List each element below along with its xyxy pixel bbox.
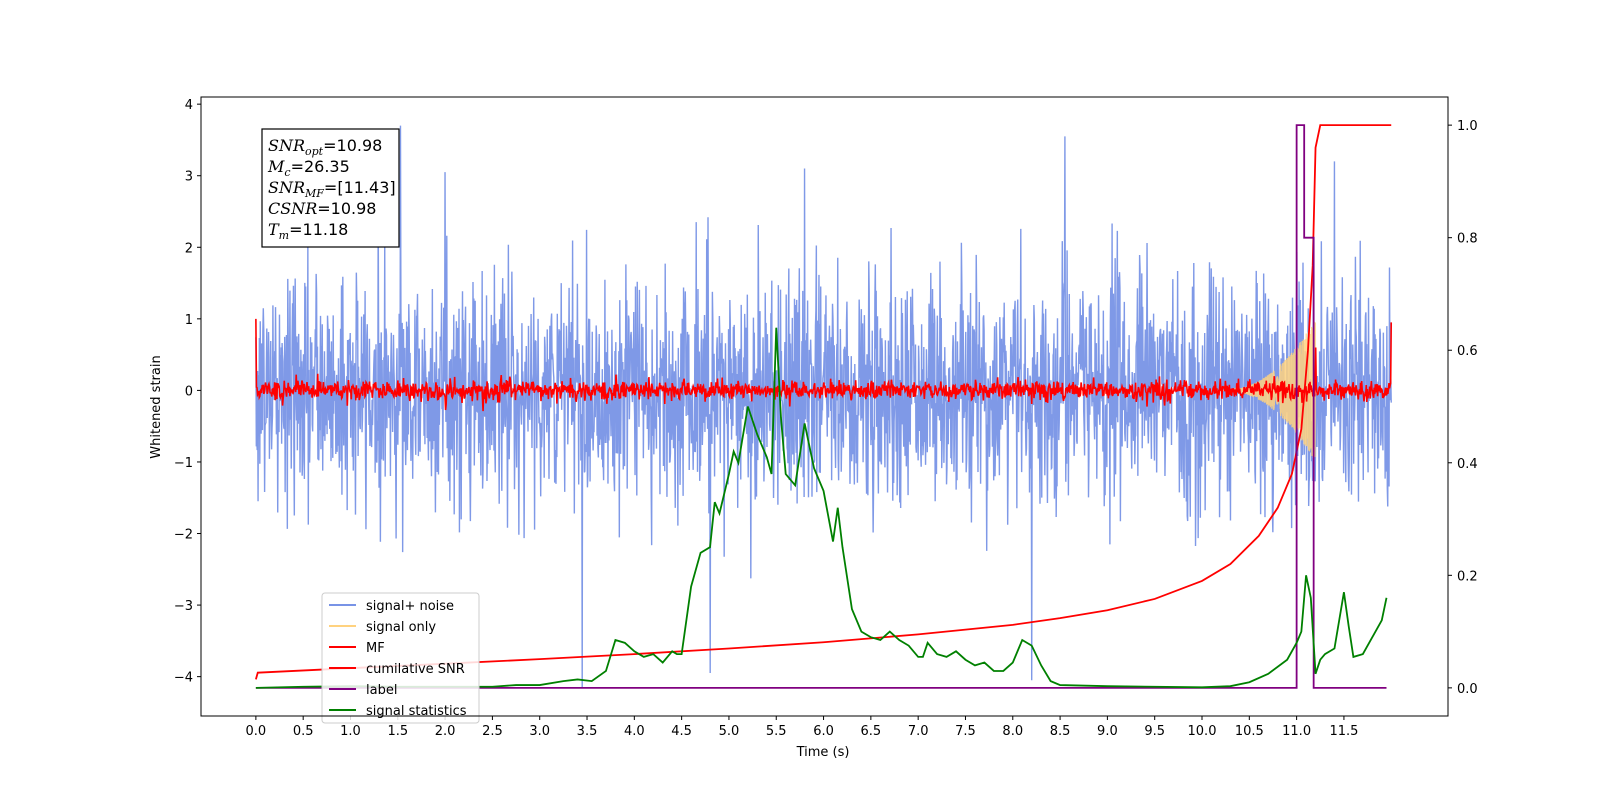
x-tick-label: 1.0 xyxy=(340,724,361,739)
x-tick-label: 9.5 xyxy=(1144,724,1165,739)
y-tick-label-left: −1 xyxy=(174,456,193,471)
annotation-value: =26.35 xyxy=(291,157,350,176)
x-tick-label: 8.5 xyxy=(1050,724,1071,739)
annotation-line: CSNR=10.98 xyxy=(268,199,376,218)
x-tick-label: 3.0 xyxy=(529,724,550,739)
series-signal-statistics xyxy=(255,327,1388,689)
x-tick-label: 1.5 xyxy=(387,724,408,739)
y-tick-label-left: −3 xyxy=(174,599,193,614)
legend-label: signal+ noise xyxy=(366,599,454,614)
annotation-line: SNRMF=[11.43] xyxy=(268,178,396,200)
legend-label: signal only xyxy=(366,620,436,635)
y-tick-label-right: 0.0 xyxy=(1457,682,1478,697)
x-tick-label: 0.5 xyxy=(293,724,314,739)
x-axis-label: Time (s) xyxy=(796,745,850,760)
x-tick-label: 11.0 xyxy=(1282,724,1311,739)
x-tick-label: 10.5 xyxy=(1235,724,1264,739)
x-tick-label: 6.5 xyxy=(861,724,882,739)
y-tick-label-right: 0.4 xyxy=(1457,457,1478,472)
annotation-value: =10.98 xyxy=(323,136,382,155)
annotation-subscript: MF xyxy=(304,187,324,200)
annotation-subscript: opt xyxy=(305,145,324,158)
legend-label: cumilative SNR xyxy=(366,662,465,677)
annotation-subscript: m xyxy=(279,229,289,242)
x-tick-label: 0.0 xyxy=(246,724,267,739)
x-tick-label: 4.5 xyxy=(671,724,692,739)
y-tick-label-right: 0.8 xyxy=(1457,232,1478,247)
annotation-line: Tm=11.18 xyxy=(268,220,348,242)
x-tick-label: 3.5 xyxy=(577,724,598,739)
x-tick-label: 8.0 xyxy=(1002,724,1023,739)
y-tick-label-left: 4 xyxy=(185,98,193,113)
plot-frame xyxy=(200,96,1449,717)
x-tick-label: 9.0 xyxy=(1097,724,1118,739)
right-y-axis: 1.0 0.8 0.6 0.4 0.2 0.0 xyxy=(1448,119,1478,697)
x-tick-label: 6.0 xyxy=(813,724,834,739)
y-tick-label-left: 3 xyxy=(185,170,193,185)
y-tick-label-left: −4 xyxy=(174,671,193,686)
series-mf xyxy=(255,318,1393,412)
y-tick-label-right: 0.2 xyxy=(1457,569,1478,584)
y-tick-label-right: 1.0 xyxy=(1457,119,1478,134)
x-tick-label: 5.0 xyxy=(719,724,740,739)
y-tick-label-left: −2 xyxy=(174,528,193,543)
y-tick-label-left: 2 xyxy=(185,241,193,256)
plot-area xyxy=(255,124,1393,689)
x-tick-label: 7.0 xyxy=(908,724,929,739)
annotation-symbol: M xyxy=(267,157,285,176)
annotation-line: SNRopt=10.98 xyxy=(268,136,382,158)
annotation-value: =[11.43] xyxy=(324,178,396,197)
x-tick-label: 7.5 xyxy=(955,724,976,739)
y-tick-label-right: 0.6 xyxy=(1457,344,1478,359)
annotation-value: =10.98 xyxy=(317,199,376,218)
x-tick-label: 10.0 xyxy=(1188,724,1217,739)
x-axis: 0.0 0.5 1.0 1.5 2.0 2.5 3.0 3.5 4.0 4.5 5.0 5.5 6.0 6… xyxy=(246,716,1358,739)
x-tick-label: 2.5 xyxy=(482,724,503,739)
annotation-symbol: SNR xyxy=(268,178,305,197)
legend-frame xyxy=(321,592,480,724)
annotation-frame xyxy=(261,128,400,248)
series-cumulative-snr xyxy=(255,124,1392,680)
x-tick-label: 2.0 xyxy=(435,724,456,739)
legend: signal+ noise signal only MF cumilative SNR… xyxy=(321,592,480,724)
x-tick-label: 11.5 xyxy=(1329,724,1358,739)
legend-label: label xyxy=(366,683,397,698)
annotation-line: Mc=26.35 xyxy=(267,157,350,179)
x-tick-label: 5.5 xyxy=(766,724,787,739)
y-tick-label-left: 1 xyxy=(185,313,193,328)
annotation-value: =11.18 xyxy=(289,220,348,239)
annotation-symbol: SNR xyxy=(268,136,305,155)
left-y-axis: 4 3 2 1 0 −1 −2 −3 −4 xyxy=(174,98,201,686)
annotation-symbol: T xyxy=(268,220,280,239)
x-tick-label: 4.0 xyxy=(624,724,645,739)
series-signal-noise xyxy=(255,125,1392,688)
annotation-symbol: CSNR xyxy=(268,199,317,218)
y-axis-label: Whitened strain xyxy=(149,355,164,458)
stats-annotation-box: SNRopt=10.98Mc=26.35SNRMF=[11.43]CSNR=10… xyxy=(261,128,400,248)
annotation-subscript: c xyxy=(284,166,290,179)
legend-label: MF xyxy=(366,641,385,656)
series-label xyxy=(255,124,1387,689)
y-tick-label-left: 0 xyxy=(185,384,193,399)
legend-label: signal statistics xyxy=(366,704,467,719)
